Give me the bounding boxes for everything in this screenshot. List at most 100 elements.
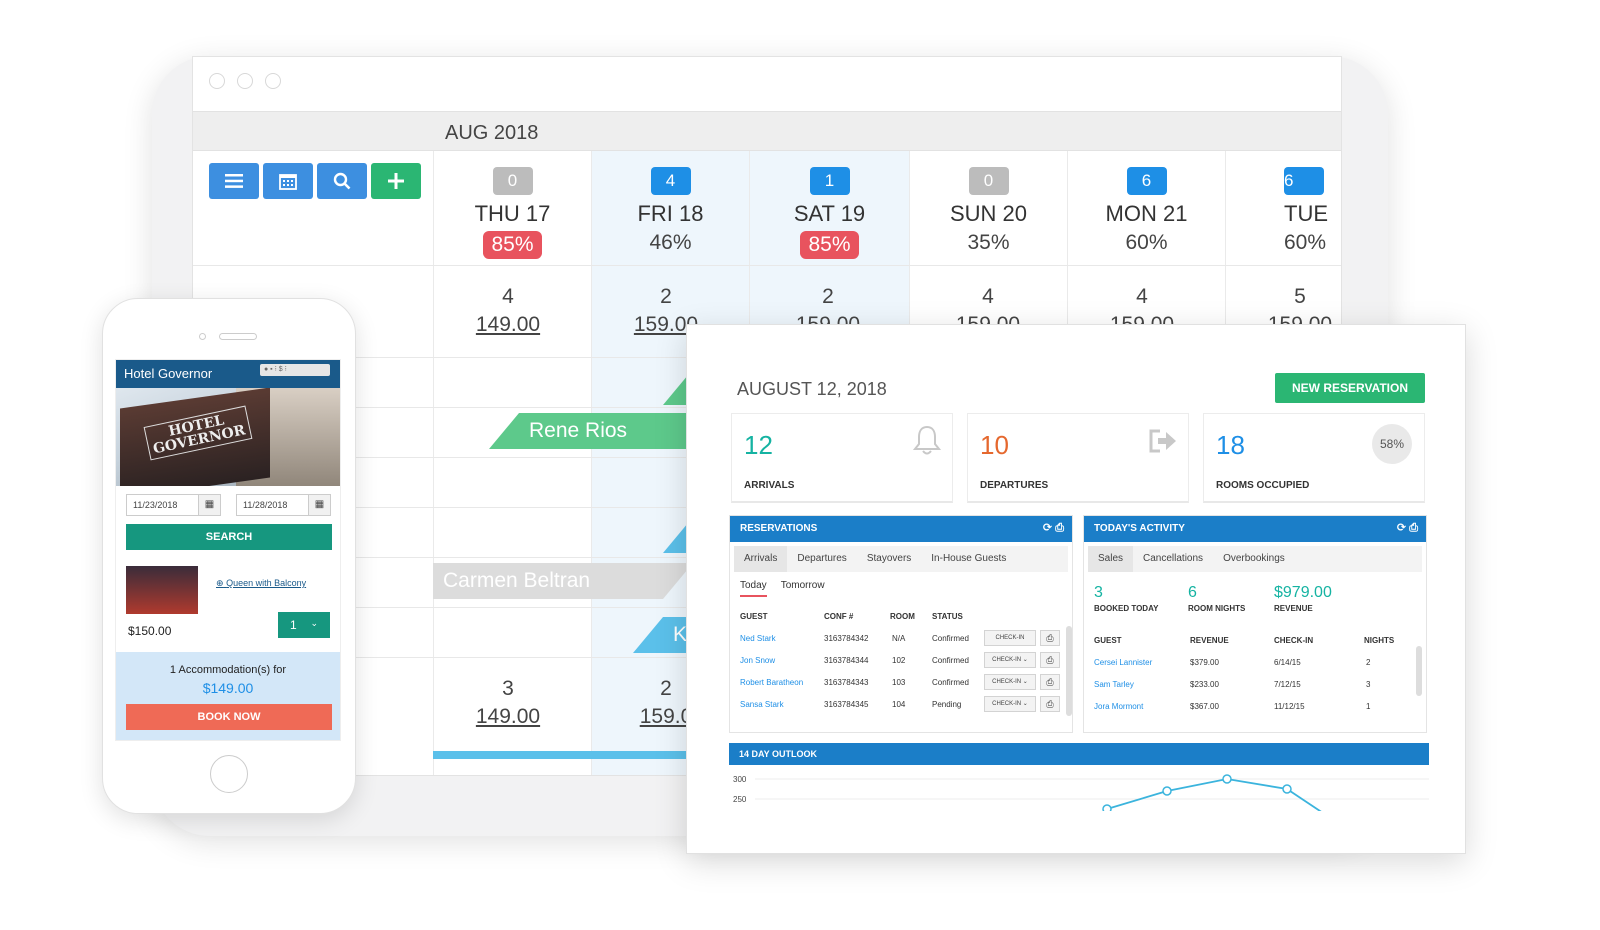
rooms-occupied-card[interactable]: 18 ROOMS OCCUPIED 58% xyxy=(1203,413,1425,503)
check-in-dropdown[interactable]: CHECK-IN ⌄ xyxy=(984,652,1036,668)
print-icon[interactable]: ⎙ xyxy=(1040,630,1060,646)
day-name: MON 21 xyxy=(1105,201,1188,226)
window-close-dot[interactable] xyxy=(209,73,225,89)
phone-speaker xyxy=(219,333,257,340)
tab-sales[interactable]: Sales xyxy=(1088,546,1134,572)
search-button[interactable]: SEARCH xyxy=(126,524,332,550)
checkout-date-field[interactable]: 11/28/2018 ▦ xyxy=(236,494,331,516)
occupancy-badge: 85% xyxy=(800,231,859,259)
nights: 2 xyxy=(1366,658,1371,667)
subtab-tomorrow[interactable]: Tomorrow xyxy=(780,580,825,591)
checkin-date: 7/12/15 xyxy=(1274,680,1301,689)
quantity-select[interactable]: 1 ⌄ xyxy=(278,612,330,638)
activity-tabs: Sales Cancellations Overbookings xyxy=(1088,546,1422,572)
room-type-link[interactable]: ⊕ Queen with Balcony xyxy=(216,578,307,588)
guest-link[interactable]: Cersei Lannister xyxy=(1094,658,1153,667)
guest-link[interactable]: Jora Mormont xyxy=(1094,702,1144,711)
day-name: TUE xyxy=(1284,201,1328,226)
menu-button[interactable] xyxy=(209,163,259,199)
rate-cell[interactable]: 3 149.00 xyxy=(433,677,583,729)
booking-bar-carmen-beltran[interactable]: Carmen Beltran xyxy=(433,563,693,599)
reservation-tabs: Arrivals Departures Stayovers In-House G… xyxy=(734,546,1068,572)
data-point xyxy=(1222,774,1232,784)
y-tick-label: 300 xyxy=(733,775,747,784)
day-name: SUN 20 xyxy=(949,201,1028,226)
print-icon[interactable]: ⎙ xyxy=(1040,696,1060,712)
guest-link[interactable]: Jon Snow xyxy=(740,656,776,665)
room-number: 103 xyxy=(892,678,906,687)
calendar-button[interactable] xyxy=(263,163,313,199)
plus-icon xyxy=(388,173,404,189)
scrollbar[interactable] xyxy=(1066,626,1072,716)
window-maximize-dot[interactable] xyxy=(265,73,281,89)
tab-arrivals[interactable]: Arrivals xyxy=(734,546,788,572)
departures-card[interactable]: 10 DEPARTURES xyxy=(967,413,1189,503)
arrivals-label: ARRIVALS xyxy=(744,480,795,491)
window-minimize-dot[interactable] xyxy=(237,73,253,89)
day-header: 6 MON 21 60% xyxy=(1068,167,1225,255)
outlook-title: 14 DAY OUTLOOK xyxy=(729,743,1429,765)
arrivals-count-badge: 4 xyxy=(650,167,691,195)
print-icon[interactable]: ⎙ xyxy=(1040,674,1060,690)
guest-link[interactable]: Sansa Stark xyxy=(740,700,784,709)
booked-today-count: 3 xyxy=(1094,584,1103,601)
subtab-today[interactable]: Today xyxy=(740,580,767,597)
departures-count: 10 xyxy=(980,430,1009,460)
day-header: 0 THU 17 85% xyxy=(434,167,591,259)
search-button[interactable] xyxy=(317,163,367,199)
rate-cell[interactable]: 4 149.00 xyxy=(433,285,583,337)
rate-cell[interactable]: 2 159.0 xyxy=(591,677,741,729)
guest-link[interactable]: Robert Baratheon xyxy=(740,678,804,687)
print-icon[interactable]: ⎙ xyxy=(1055,522,1064,534)
booking-engine-screen: Hotel Governor ● ▪ ⁝ $ ⁝ HOTEL GOVERNOR 1… xyxy=(115,359,341,741)
todays-activity-panel: TODAY'S ACTIVITY ⟳ ⎙ Sales Cancellations… xyxy=(1083,515,1427,733)
guest-link[interactable]: Sam Tarley xyxy=(1094,680,1134,689)
bell-icon xyxy=(912,425,942,455)
occupancy-percent: 58% xyxy=(1372,424,1412,464)
arrivals-count-badge: 1 xyxy=(809,167,850,195)
col-header: ROOM xyxy=(890,612,915,621)
print-icon[interactable]: ⎙ xyxy=(1409,522,1418,534)
language-currency-selector[interactable]: ● ▪ ⁝ $ ⁝ xyxy=(260,364,330,376)
day-name: FRI 18 xyxy=(637,201,704,226)
panel-header: TODAY'S ACTIVITY ⟳ ⎙ xyxy=(1084,516,1426,542)
grid-line xyxy=(193,265,1341,266)
new-reservation-button[interactable]: NEW RESERVATION xyxy=(1275,373,1425,403)
rate-cell[interactable]: 2 159.00 xyxy=(591,285,741,337)
phone-home-button[interactable] xyxy=(210,755,248,793)
col-header: GUEST xyxy=(740,612,768,621)
chevron-down-icon: ⌄ xyxy=(310,618,318,628)
refresh-icon[interactable]: ⟳ xyxy=(1396,522,1407,534)
book-now-button[interactable]: BOOK NOW xyxy=(126,704,332,730)
check-in-button[interactable]: CHECK-IN xyxy=(984,630,1036,646)
arrivals-card[interactable]: 12 ARRIVALS xyxy=(731,413,953,503)
room-price: $150.00 xyxy=(128,624,172,638)
revenue-total: $979.00 xyxy=(1274,584,1332,601)
col-header: REVENUE xyxy=(1190,636,1229,645)
scrollbar[interactable] xyxy=(1416,646,1422,696)
rooms-occupied-label: ROOMS OCCUPIED xyxy=(1216,480,1310,491)
hotel-header: Hotel Governor ● ▪ ⁝ $ ⁝ xyxy=(116,360,340,388)
print-icon[interactable]: ⎙ xyxy=(1040,652,1060,668)
check-in-dropdown[interactable]: CHECK-IN ⌄ xyxy=(984,674,1036,690)
check-in-dropdown[interactable]: CHECK-IN ⌄ xyxy=(984,696,1036,712)
room-number: 102 xyxy=(892,656,906,665)
occupancy-value: 46% xyxy=(649,231,692,254)
outlook-panel: 14 DAY OUTLOOK 300 250 xyxy=(729,743,1429,811)
conf-number: 3163784343 xyxy=(824,678,869,687)
add-button[interactable] xyxy=(371,163,421,199)
refresh-icon[interactable]: ⟳ xyxy=(1042,522,1053,534)
tab-cancellations[interactable]: Cancellations xyxy=(1143,553,1204,564)
tab-stayovers[interactable]: Stayovers xyxy=(866,553,912,564)
calendar-icon[interactable]: ▦ xyxy=(308,495,330,515)
rooms-occupied-count: 18 xyxy=(1216,430,1245,460)
checkin-date-field[interactable]: 11/23/2018 ▦ xyxy=(126,494,221,516)
calendar-icon[interactable]: ▦ xyxy=(198,495,220,515)
guest-link[interactable]: Ned Stark xyxy=(740,634,776,643)
arrivals-count-badge: 0 xyxy=(968,167,1009,195)
tab-departures[interactable]: Departures xyxy=(797,553,847,564)
status: Confirmed xyxy=(932,656,969,665)
tab-overbookings[interactable]: Overbookings xyxy=(1223,553,1285,564)
tab-in-house-guests[interactable]: In-House Guests xyxy=(931,553,1007,564)
reservations-panel: RESERVATIONS ⟳ ⎙ Arrivals Departures Sta… xyxy=(729,515,1073,733)
